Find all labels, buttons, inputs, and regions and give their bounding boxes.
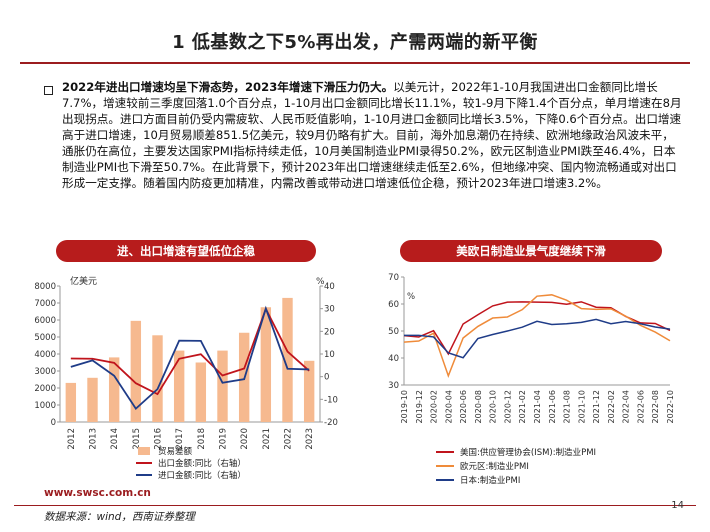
line-export-yoy — [70, 306, 310, 396]
line-us-ism-pmi — [403, 301, 671, 356]
line-import-yoy — [70, 305, 310, 410]
bullet-square-icon — [44, 86, 53, 95]
right-tick-label: -20 — [324, 418, 338, 428]
bar-trade-balance — [282, 297, 293, 422]
bar-trade-balance — [173, 350, 185, 422]
summary-lead: 2022年进出口增速均呈下滑态势，2023年增速下滑压力仍大。 — [62, 80, 394, 94]
bar-trade-balance — [303, 360, 315, 422]
bar-trade-balance — [195, 362, 207, 422]
x-tick-label: 2022 — [284, 428, 294, 450]
trade-growth-chart: 亿美元 % 0 1000 2000 3000 4000 5000 6000 7000 8000 -20… — [34, 275, 338, 481]
x-tick-label: 2022-06 — [636, 390, 645, 423]
x-tick-label: 2017 — [175, 428, 185, 450]
x-tick-label: 2020-04 — [444, 390, 453, 423]
right-tick-label: 40 — [324, 282, 335, 292]
x-tick-label: 2020 — [240, 428, 250, 450]
source-note: 数据来源：wind，西南证券整理 — [44, 511, 195, 523]
x-tick-label: 2021-04 — [533, 390, 542, 423]
left-tick-label: 8000 — [34, 282, 56, 292]
y-tick-label: 70 — [388, 273, 399, 283]
bar-trade-balance — [87, 377, 98, 422]
x-tick-label: 2019-12 — [415, 390, 424, 423]
summary-paragraph: 2022年进出口增速均呈下滑态势，2023年增速下滑压力仍大。以美元计，2022… — [62, 79, 682, 191]
x-tick-label: 2019 — [219, 428, 229, 450]
x-tick-label: 2022-10 — [666, 390, 675, 423]
x-tick-label: 2013 — [89, 428, 99, 450]
right-axis-unit: % — [316, 277, 325, 287]
x-tick-label: 2022-02 — [607, 390, 616, 423]
x-tick-label: 2022-04 — [622, 390, 631, 423]
x-tick-label: 2014 — [110, 428, 120, 450]
left-axis-unit: 亿美元 — [70, 275, 97, 287]
x-tick-label: 2021-06 — [548, 390, 557, 423]
left-tick-label: 7000 — [34, 299, 56, 309]
pmi-chart: % 30 40 50 60 70 2019-10 2019-12 2020-02 2020-04 2… — [388, 273, 675, 486]
x-tick-label: 2021-08 — [563, 390, 572, 423]
x-tick-label: 2022-08 — [651, 390, 660, 423]
bar-trade-balance — [217, 350, 228, 422]
x-tick-label: 2023 — [305, 428, 315, 450]
x-tick-label: 2021-02 — [518, 390, 527, 423]
right-tick-label: 10 — [324, 350, 335, 360]
left-tick-label: 0 — [51, 418, 56, 428]
right-tick-label: -10 — [324, 395, 338, 405]
legend-label: 进口金额:同比（右轴） — [158, 470, 246, 481]
left-tick-label: 5000 — [34, 333, 56, 343]
page-number: 14 — [671, 500, 684, 511]
y-axis-unit: % — [407, 292, 415, 302]
legend-label: 日本:制造业PMI — [460, 475, 520, 486]
legend-label: 欧元区:制造业PMI — [460, 461, 529, 472]
x-tick-label: 2020-12 — [503, 390, 512, 423]
x-tick-label: 2021 — [262, 428, 272, 450]
x-tick-label: 2018 — [197, 428, 207, 450]
right-chart-header: 美欧日制造业景气度继续下滑 — [400, 240, 662, 262]
left-tick-label: 1000 — [34, 401, 56, 411]
page-title: 1 低基数之下5%再出发，产需两端的新平衡 — [172, 32, 538, 53]
right-tick-label: 30 — [324, 305, 335, 315]
y-tick-label: 30 — [388, 381, 399, 391]
x-tick-label: 2021-10 — [577, 390, 586, 423]
legend-label: 贸易差额 — [158, 446, 193, 457]
y-tick-label: 60 — [388, 300, 399, 310]
right-tick-label: 0 — [324, 373, 329, 383]
right-tick-label: 20 — [324, 327, 335, 337]
y-tick-label: 50 — [388, 327, 399, 337]
left-tick-label: 2000 — [34, 384, 56, 394]
left-tick-label: 6000 — [34, 316, 56, 326]
website-link[interactable]: www.swsc.com.cn — [44, 487, 151, 499]
legend-label: 出口金额:同比（右轴） — [158, 458, 246, 469]
left-tick-label: 3000 — [34, 367, 56, 377]
x-tick-label: 2020-08 — [474, 390, 483, 423]
title-divider — [20, 62, 690, 64]
summary-body: 以美元计，2022年1-10月我国进出口金额同比增长7.7%，增速较前三季度回落… — [62, 80, 682, 190]
bar-trade-balance — [152, 335, 163, 422]
x-tick-label: 2012 — [67, 428, 77, 450]
legend-swatch — [138, 447, 150, 455]
x-tick-label: 2015 — [132, 428, 142, 450]
bar-trade-balance — [130, 320, 142, 422]
x-tick-label: 2020-10 — [489, 390, 498, 423]
left-chart-header: 进、出口增速有望低位企稳 — [56, 240, 316, 262]
x-tick-label: 2020-02 — [430, 390, 439, 423]
bar-trade-balance — [108, 357, 120, 422]
bar-trade-balance — [260, 307, 272, 422]
x-tick-label: 2016 — [154, 428, 164, 450]
x-tick-label: 2021-12 — [592, 390, 601, 423]
y-tick-label: 40 — [388, 354, 399, 364]
x-tick-label: 2019-10 — [400, 390, 409, 423]
legend-label: 美国:供应管理协会(ISM):制造业PMI — [460, 447, 596, 458]
x-tick-label: 2020-06 — [459, 390, 468, 423]
line-japan-pmi — [404, 318, 671, 359]
left-tick-label: 4000 — [34, 350, 56, 360]
bar-trade-balance — [65, 382, 77, 422]
footer-divider — [14, 505, 696, 506]
line-eurozone-pmi — [403, 294, 671, 378]
